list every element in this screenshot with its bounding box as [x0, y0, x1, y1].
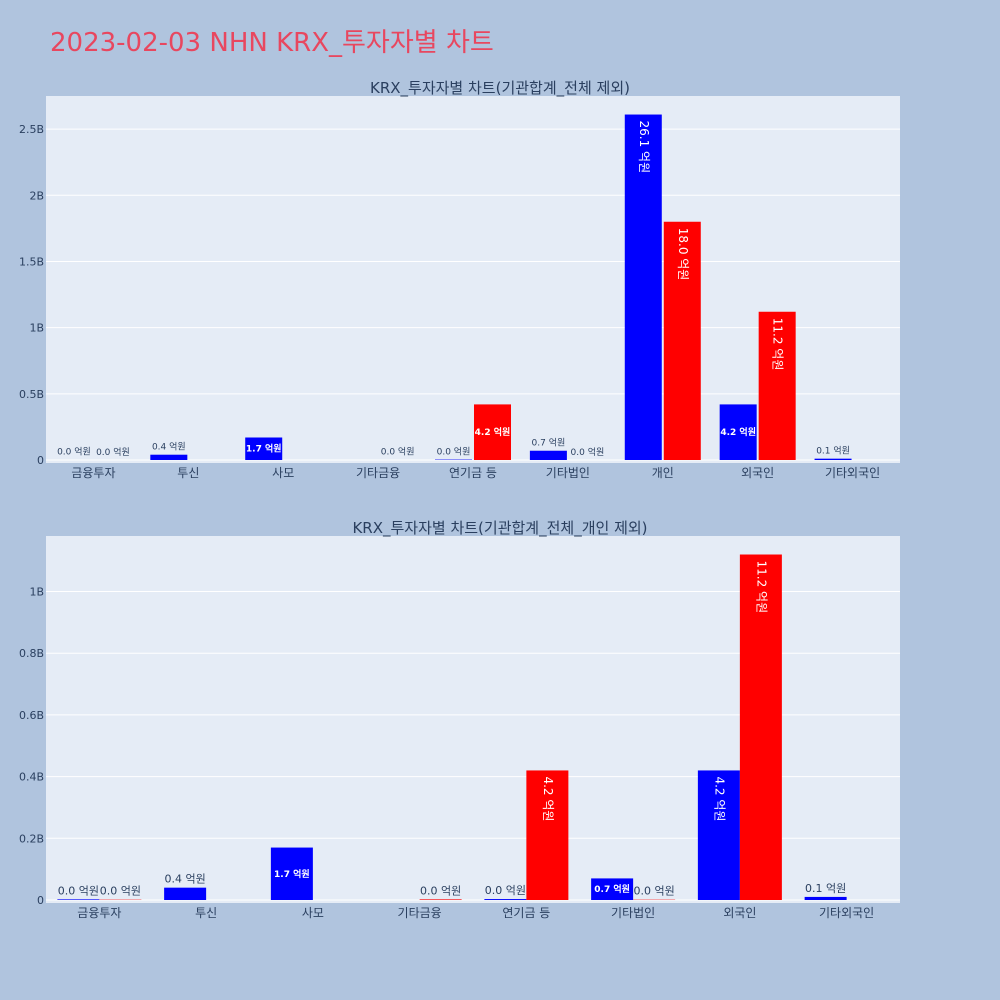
bar — [591, 878, 634, 900]
x-tick-label: 외국인 — [741, 466, 774, 480]
bar — [164, 887, 207, 900]
x-tick-label: 연기금 등 — [449, 466, 497, 480]
bar — [270, 847, 313, 900]
data-label: 1.7 억원 — [246, 443, 282, 455]
y-tick-label: 0.4B — [19, 771, 44, 784]
bar — [474, 404, 511, 460]
bar — [484, 899, 527, 900]
y-tick-label: 0 — [37, 894, 44, 907]
data-label: 0.0 억원 — [100, 885, 141, 898]
x-tick-label: 사모 — [272, 466, 294, 480]
data-label: 0.1 억원 — [805, 882, 846, 895]
x-tick-label: 기타금융 — [398, 906, 442, 920]
data-label: 0.0 억원 — [57, 446, 91, 458]
x-tick-label: 투신 — [195, 906, 217, 920]
bar — [719, 404, 757, 460]
data-label: 0.7 억원 — [594, 883, 630, 895]
data-label: 1.7 억원 — [274, 868, 310, 880]
chart-bottom: 0 0.2B 0.4B 0.6B 0.8B 1B KRX_투자자별 차트(기관합계_전체_개… — [19, 519, 900, 920]
page-title: 2023-02-03 NHN KRX_투자자별 차트 — [50, 28, 494, 58]
chart-title: KRX_투자자별 차트(기관합계_전체_개인 제외) — [352, 519, 647, 538]
bar — [245, 437, 283, 460]
data-label: 26.1 억원 — [637, 121, 651, 174]
y-tick-label: 0.2B — [19, 832, 44, 845]
chart-title: KRX_투자자별 차트(기관합계_전체 제외) — [370, 79, 630, 98]
data-label: 11.2 억원 — [754, 561, 768, 614]
bar — [529, 450, 567, 460]
data-label: 0.0 억원 — [381, 446, 415, 458]
x-tick-label: 연기금 등 — [502, 906, 550, 920]
x-tick-label: 기타법인 — [546, 466, 590, 480]
data-label: 0.0 억원 — [58, 884, 99, 897]
data-label: 4.2 억원 — [712, 776, 726, 821]
data-label: 0.0 억원 — [437, 446, 471, 458]
x-tick-label: 금융투자 — [77, 906, 121, 920]
bar — [814, 458, 852, 460]
data-label: 0.7 억원 — [532, 437, 566, 449]
x-tick-label: 기타법인 — [611, 906, 655, 920]
data-label: 0.0 억원 — [634, 885, 675, 898]
data-label: 11.2 억원 — [771, 318, 785, 371]
bar — [526, 770, 569, 900]
bar — [697, 770, 740, 900]
chart-top: 0 0.5B 1B 1.5B 2B 2.5B KRX_투자자별 차트(기관합계_전체 제외)… — [19, 79, 900, 480]
y-tick-label: 0.8B — [19, 647, 44, 660]
x-tick-label: 기타금융 — [356, 466, 400, 480]
data-label: 0.0 억원 — [571, 446, 605, 458]
x-tick-label: 금융투자 — [71, 466, 115, 480]
bar — [624, 114, 662, 460]
x-tick-label: 사모 — [302, 906, 324, 920]
data-label: 0.0 억원 — [420, 884, 461, 897]
x-tick-label: 개인 — [652, 466, 674, 480]
data-label: 0.1 억원 — [816, 445, 850, 457]
data-label: 4.2 억원 — [720, 426, 756, 438]
y-tick-label: 2B — [29, 189, 44, 202]
data-label: 4.2 억원 — [541, 776, 555, 821]
data-label: 0.0 억원 — [485, 884, 526, 897]
y-tick-label: 0.6B — [19, 709, 44, 722]
bar — [804, 896, 847, 900]
data-label: 0.0 억원 — [96, 446, 130, 458]
y-tick-label: 1B — [29, 322, 44, 335]
bar — [150, 454, 188, 460]
bar — [663, 221, 701, 460]
y-tick-label: 0.5B — [19, 388, 44, 401]
y-tick-label: 1.5B — [19, 255, 44, 268]
y-tick-label: 2.5B — [19, 123, 44, 136]
bar — [57, 899, 100, 900]
x-tick-label: 외국인 — [723, 906, 756, 920]
data-label: 0.4 억원 — [165, 873, 206, 886]
bar — [739, 554, 782, 900]
plot-area — [46, 96, 900, 463]
y-tick-label: 1B — [29, 586, 44, 599]
data-label: 4.2 억원 — [475, 426, 511, 438]
y-tick-label: 0 — [37, 454, 44, 467]
x-tick-label: 투신 — [177, 466, 199, 480]
x-tick-label: 기타외국인 — [825, 466, 880, 480]
data-label: 18.0 억원 — [676, 228, 690, 281]
bar — [419, 899, 462, 900]
x-tick-label: 기타외국인 — [819, 906, 874, 920]
data-label: 0.4 억원 — [152, 441, 186, 453]
bar — [758, 311, 796, 460]
